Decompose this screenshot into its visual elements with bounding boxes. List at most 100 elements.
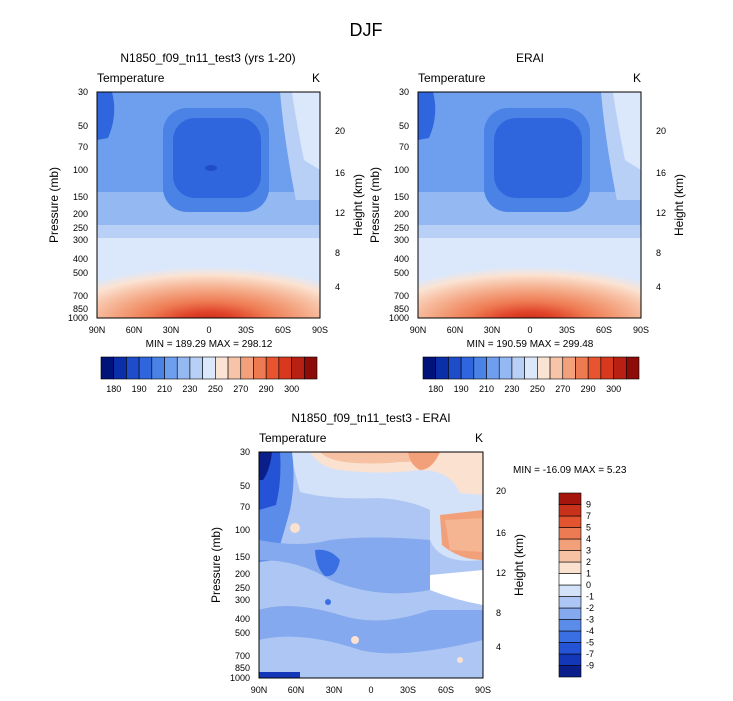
y-tick-label: 400 — [394, 254, 409, 264]
panel-model-x-axis: 90N 60N 30N 0 30S 60S 90S — [89, 325, 328, 335]
colorbar-swatch — [558, 607, 582, 620]
y-tick-label: 70 — [78, 142, 88, 152]
colorbar-swatch — [138, 356, 153, 380]
colorbar-swatch — [558, 596, 582, 609]
y-tick-label: 150 — [235, 552, 250, 562]
x-tick-label: 30N — [326, 685, 343, 695]
y-tick-label: 100 — [394, 165, 409, 175]
y-tick-label: 50 — [240, 481, 250, 491]
y2-tick-label: 8 — [656, 248, 661, 258]
colorbar-swatch — [473, 356, 487, 380]
colorbar-swatch — [558, 665, 582, 678]
colorbar-label: 7 — [586, 511, 591, 521]
y-tick-label: 150 — [73, 192, 88, 202]
x-tick-label: 90N — [251, 685, 268, 695]
colorbar-swatch — [240, 356, 254, 380]
colorbar-label: 5 — [586, 523, 591, 533]
panel-obs-ylabel: Pressure (mb) — [368, 167, 382, 243]
colorbar-swatch — [558, 504, 582, 517]
y2-tick-label: 4 — [335, 282, 340, 292]
colorbar-swatch — [558, 630, 582, 643]
colorbar-swatch — [558, 527, 582, 540]
y2-tick-label: 4 — [656, 282, 661, 292]
colorbar-label: 300 — [606, 384, 621, 394]
colorbar-label: -1 — [586, 592, 594, 602]
colorbar-label: 290 — [581, 384, 596, 394]
colorbar-label: 0 — [586, 580, 591, 590]
colorbar-swatch — [164, 356, 178, 380]
panel-model-left-label: Temperature — [97, 71, 165, 85]
x-tick-label: 60S — [596, 325, 612, 335]
y-tick-label: 1000 — [230, 673, 250, 683]
y-tick-label: 30 — [78, 87, 88, 97]
colorbar-label: 210 — [157, 384, 172, 394]
y-tick-label: 250 — [73, 223, 88, 233]
y-tick-label: 100 — [73, 165, 88, 175]
colorbar-swatch — [537, 356, 551, 380]
colorbar-label: 4 — [586, 534, 591, 544]
y-tick-label: 70 — [240, 502, 250, 512]
colorbar-swatch — [558, 492, 582, 505]
y2-tick-label: 12 — [496, 568, 506, 578]
y-tick-label: 500 — [73, 268, 88, 278]
panel-model-ylabel: Pressure (mb) — [47, 167, 61, 243]
y-tick-label: 1000 — [389, 313, 409, 323]
colorbar-swatch — [113, 356, 127, 380]
colorbar-swatch — [558, 538, 582, 551]
y-tick-label: 850 — [73, 304, 88, 314]
panel-model-y2-axis: 20 16 12 8 4 — [335, 126, 345, 292]
y-tick-label: 700 — [73, 291, 88, 301]
y-tick-label: 300 — [394, 235, 409, 245]
panel-diff: N1850_f09_tn11_test3 - ERAI Temperature … — [209, 411, 627, 695]
colorbar-label: 270 — [555, 384, 570, 394]
panel-model-colorbar: 180 190 210 230 250 270 290 300 — [100, 356, 318, 394]
colorbar-label: 290 — [259, 384, 274, 394]
colorbar-swatch — [558, 584, 582, 597]
panel-obs-colorbar: 180 190 210 230 250 270 290 300 — [422, 356, 640, 394]
colorbar-label: -7 — [586, 649, 594, 659]
panel-model-y2label: Height (km) — [351, 174, 365, 236]
colorbar-swatch — [613, 356, 627, 380]
colorbar-swatch — [291, 356, 305, 380]
colorbar-label: -2 — [586, 603, 594, 613]
colorbar-swatch — [558, 561, 582, 574]
y2-tick-label: 20 — [335, 126, 345, 136]
colorbar-label: 210 — [479, 384, 494, 394]
colorbar-swatch — [189, 356, 203, 380]
colorbar-swatch — [558, 653, 582, 666]
y-tick-label: 850 — [394, 304, 409, 314]
panel-obs-title: ERAI — [516, 51, 544, 65]
x-tick-label: 90N — [410, 325, 427, 335]
panel-diff-field — [259, 452, 483, 678]
x-tick-label: 60S — [438, 685, 454, 695]
y2-tick-label: 16 — [335, 168, 345, 178]
colorbar-swatch — [511, 356, 525, 380]
colorbar-label: 1 — [586, 569, 591, 579]
colorbar-swatch — [151, 356, 165, 380]
colorbar-label: 190 — [454, 384, 469, 394]
colorbar-label: -4 — [586, 626, 594, 636]
x-tick-label: 0 — [527, 325, 532, 335]
y-tick-label: 30 — [399, 87, 409, 97]
y-tick-label: 250 — [235, 583, 250, 593]
y2-tick-label: 12 — [656, 208, 666, 218]
colorbar-label: 250 — [530, 384, 545, 394]
y2-tick-label: 8 — [335, 248, 340, 258]
y-tick-label: 250 — [394, 223, 409, 233]
panel-obs-units: K — [633, 71, 641, 85]
colorbar-swatch — [253, 356, 267, 380]
x-tick-label: 60N — [126, 325, 143, 335]
colorbar-label: 3 — [586, 546, 591, 556]
panel-obs-y2-axis: 20 16 12 8 4 — [656, 126, 666, 292]
colorbar-label: 180 — [106, 384, 121, 394]
colorbar-label: 2 — [586, 557, 591, 567]
figure-title: DJF — [350, 20, 383, 40]
colorbar-swatch — [202, 356, 216, 380]
y2-tick-label: 16 — [496, 528, 506, 538]
y-tick-label: 300 — [235, 595, 250, 605]
colorbar-swatch — [558, 619, 582, 632]
panel-diff-units: K — [475, 431, 483, 445]
panel-diff-y-axis: 30 50 70 100 150 200 250 300 400 500 700… — [230, 447, 250, 683]
y2-tick-label: 4 — [496, 642, 501, 652]
panel-model: N1850_f09_tn11_test3 (yrs 1-20) Temperat… — [47, 51, 365, 394]
